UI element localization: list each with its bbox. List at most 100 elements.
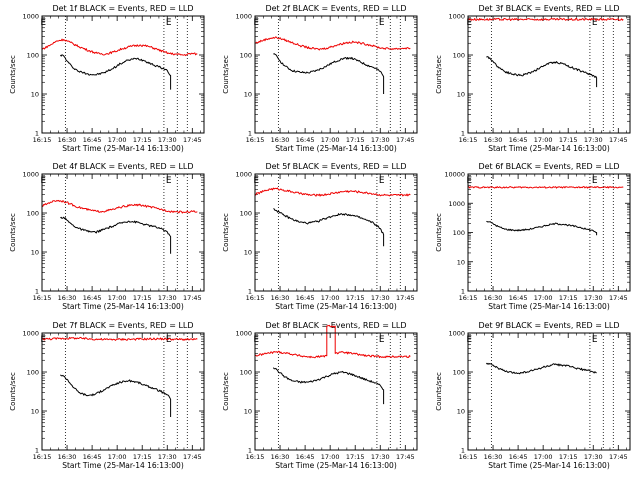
y-tick-label: 1000 bbox=[22, 330, 39, 338]
y-tick-label: 1000 bbox=[235, 330, 252, 338]
x-tick-label: 17:45 bbox=[183, 294, 202, 302]
series-line-events bbox=[272, 367, 385, 405]
y-axis-label: Counts/sec bbox=[435, 213, 443, 252]
x-tick-label: 16:30 bbox=[484, 294, 503, 302]
y-tick-label: 10 bbox=[457, 408, 465, 416]
y-tick-label: 1 bbox=[248, 288, 252, 296]
y-tick-label: 1 bbox=[461, 288, 465, 296]
series-line-lld bbox=[41, 199, 198, 214]
series-line-lld bbox=[254, 187, 411, 197]
x-tick-label: 16:30 bbox=[58, 294, 77, 302]
x-tick-label: 16:30 bbox=[58, 453, 77, 461]
y-axis-label: Counts/sec bbox=[222, 213, 230, 252]
x-tick-label: 17:30 bbox=[371, 453, 390, 461]
chart-title: Det 9f BLACK = Events, RED = LLD bbox=[478, 321, 619, 330]
y-tick-label: 100 bbox=[453, 52, 465, 60]
y-axis-label: Counts/sec bbox=[9, 55, 17, 94]
x-tick-label: 16:30 bbox=[58, 136, 77, 144]
y-tick-label: 1 bbox=[248, 130, 252, 138]
x-tick-label: 17:00 bbox=[534, 453, 553, 461]
series-line-lld bbox=[467, 186, 624, 189]
series-line-lld bbox=[467, 17, 624, 21]
y-tick-label: 10 bbox=[31, 408, 39, 416]
y-tick-label: 1000 bbox=[448, 330, 465, 338]
series-line-lld bbox=[41, 38, 198, 57]
segment-marker-label: E bbox=[253, 335, 259, 345]
y-tick-label: 1000 bbox=[448, 13, 465, 21]
series-line-lld bbox=[41, 336, 198, 341]
series-line-events bbox=[60, 374, 172, 417]
segment-marker-label: E bbox=[592, 176, 598, 186]
segment-marker-label: E bbox=[466, 335, 472, 345]
x-tick-label: 17:30 bbox=[371, 136, 390, 144]
x-tick-label: 17:15 bbox=[559, 136, 578, 144]
x-tick-label: 17:30 bbox=[584, 294, 603, 302]
x-tick-label: 17:30 bbox=[158, 453, 177, 461]
segment-marker-label: E bbox=[166, 335, 172, 345]
series-line-events bbox=[273, 53, 385, 94]
x-tick-label: 16:45 bbox=[509, 136, 528, 144]
y-tick-label: 100 bbox=[240, 52, 252, 60]
x-tick-label: 16:15 bbox=[33, 136, 52, 144]
y-tick-label: 1 bbox=[461, 447, 465, 455]
x-tick-label: 16:15 bbox=[459, 453, 478, 461]
plot-frame bbox=[254, 332, 418, 451]
chart-panel-8: Det 8f BLACK = Events, RED = LLD Counts/s… bbox=[222, 321, 418, 470]
y-tick-label: 100 bbox=[453, 229, 465, 237]
x-tick-label: 16:30 bbox=[484, 136, 503, 144]
x-tick-label: 17:45 bbox=[609, 136, 628, 144]
y-tick-label: 10000 bbox=[444, 171, 465, 179]
chart-panel-2: Det 2f BLACK = Events, RED = LLD Counts/s… bbox=[222, 4, 418, 153]
x-tick-label: 17:30 bbox=[158, 294, 177, 302]
x-axis-label: Start Time (25-Mar-14 16:13:00) bbox=[488, 461, 610, 470]
x-tick-label: 17:00 bbox=[108, 453, 127, 461]
y-tick-label: 1000 bbox=[22, 171, 39, 179]
x-tick-label: 17:15 bbox=[346, 453, 365, 461]
y-tick-label: 100 bbox=[240, 369, 252, 377]
x-tick-label: 16:30 bbox=[484, 453, 503, 461]
x-tick-label: 17:00 bbox=[534, 294, 553, 302]
y-tick-label: 1000 bbox=[448, 200, 465, 208]
x-tick-label: 16:45 bbox=[509, 294, 528, 302]
segment-marker-label: E bbox=[40, 18, 46, 28]
series-line-lld bbox=[254, 324, 411, 359]
y-tick-label: 10 bbox=[457, 258, 465, 266]
segment-marker-label: E bbox=[253, 18, 259, 28]
x-tick-label: 17:15 bbox=[346, 136, 365, 144]
x-tick-label: 17:00 bbox=[108, 136, 127, 144]
y-tick-label: 1000 bbox=[235, 171, 252, 179]
y-tick-label: 100 bbox=[240, 210, 252, 218]
y-tick-label: 1 bbox=[35, 447, 39, 455]
chart-title: Det 7f BLACK = Events, RED = LLD bbox=[52, 321, 193, 330]
x-tick-label: 16:45 bbox=[509, 453, 528, 461]
y-tick-label: 1000 bbox=[22, 13, 39, 21]
x-tick-label: 16:45 bbox=[296, 453, 315, 461]
x-tick-label: 16:45 bbox=[296, 136, 315, 144]
x-tick-label: 17:45 bbox=[183, 453, 202, 461]
chart-panel-9: Det 9f BLACK = Events, RED = LLD Counts/s… bbox=[435, 321, 631, 470]
series-line-events bbox=[60, 216, 172, 254]
segment-marker-label: E bbox=[253, 176, 259, 186]
segment-marker-label: E bbox=[466, 176, 472, 186]
x-axis-label: Start Time (25-Mar-14 16:13:00) bbox=[488, 302, 610, 311]
y-tick-label: 1000 bbox=[235, 13, 252, 21]
plot-frame bbox=[41, 173, 205, 292]
x-axis-label: Start Time (25-Mar-14 16:13:00) bbox=[275, 302, 397, 311]
x-tick-label: 17:15 bbox=[346, 294, 365, 302]
plot-frame bbox=[41, 15, 205, 134]
x-tick-label: 17:15 bbox=[559, 294, 578, 302]
x-tick-label: 16:15 bbox=[246, 453, 265, 461]
y-tick-label: 100 bbox=[27, 52, 39, 60]
series-line-events bbox=[273, 208, 385, 247]
x-tick-label: 16:15 bbox=[459, 136, 478, 144]
plot-frame bbox=[467, 173, 631, 292]
chart-panel-3: Det 3f BLACK = Events, RED = LLD Counts/s… bbox=[435, 4, 631, 153]
x-tick-label: 17:00 bbox=[321, 453, 340, 461]
series-line-events bbox=[486, 220, 598, 236]
plot-frame bbox=[254, 15, 418, 134]
x-tick-label: 17:45 bbox=[396, 294, 415, 302]
x-tick-label: 17:30 bbox=[371, 294, 390, 302]
chart-panel-5: Det 5f BLACK = Events, RED = LLD Counts/s… bbox=[222, 162, 418, 311]
y-tick-label: 10 bbox=[244, 249, 252, 257]
